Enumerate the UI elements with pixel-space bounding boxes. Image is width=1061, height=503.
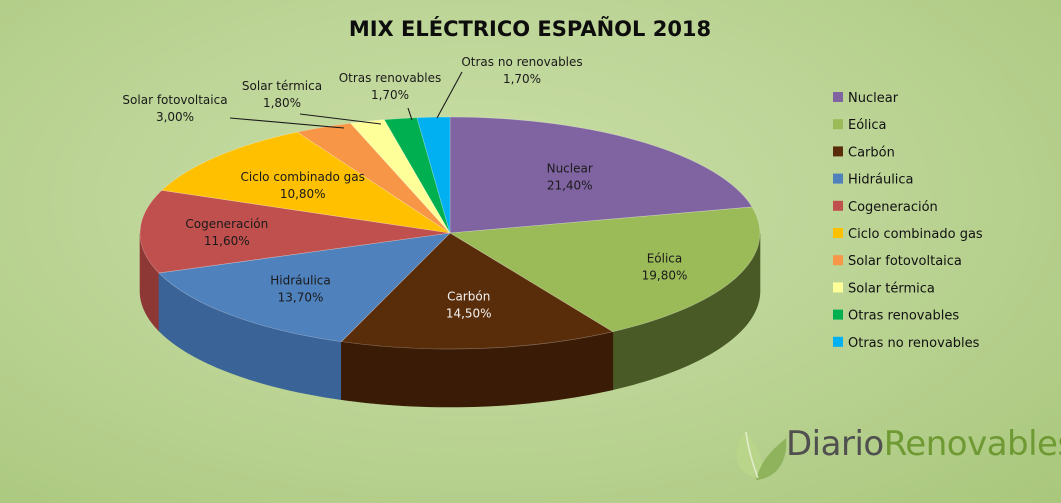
legend-swatch-otras-renovables [833, 309, 843, 320]
legend-swatch-eolica [833, 119, 843, 130]
data-label-cogeneracion-name: Cogeneración [185, 217, 268, 231]
slice-cogeneracion [139, 189, 451, 274]
legend-swatch-cogeneracion [833, 200, 843, 211]
slice-hidraulica [158, 232, 451, 342]
brand-name-part1: Diario [786, 424, 884, 464]
data-label-otras-no-renovables-value: 1,70% [503, 72, 541, 86]
data-label-hidraulica-name: Hidráulica [270, 274, 331, 288]
slice-carbon [340, 232, 614, 350]
data-label-hidraulica-value: 13,70% [278, 291, 324, 305]
slice-nuclear [449, 116, 753, 234]
leader-lines [229, 71, 463, 129]
legend-item-cogeneracion: Cogeneración [833, 200, 938, 215]
slice-eolica [449, 206, 761, 333]
pie-slices [139, 116, 761, 350]
data-label-carbon-name: Carbón [447, 290, 490, 304]
data-label-solar-fotovoltaica-name: Solar fotovoltaica [122, 93, 227, 107]
data-label-eolica-name: Eólica [647, 252, 683, 266]
legend-label-carbon: Carbón [848, 145, 895, 160]
data-label-otras-no-renovables-name: Otras no renovables [461, 55, 582, 69]
legend-item-eolica: Eólica [833, 118, 887, 133]
legend-item-ciclo-combinado-gas: Ciclo combinado gas [833, 227, 983, 242]
data-label-carbon-value: 14,50% [446, 307, 492, 321]
data-label-otras-renovables-value: 1,70% [371, 88, 409, 102]
data-label-solar-fotovoltaica-value: 3,00% [156, 110, 194, 124]
data-label-nuclear-value: 21,40% [547, 179, 593, 193]
pie-sides [139, 232, 761, 408]
legend-swatch-nuclear [833, 92, 843, 102]
leader-line-solar-fotovoltaica [229, 117, 345, 129]
legend-label-hidraulica: Hidráulica [848, 173, 914, 188]
leaf-icon [736, 430, 787, 480]
data-label-solar-termica-value: 1,80% [263, 96, 301, 110]
legend-item-hidraulica: Hidráulica [833, 173, 914, 188]
legend-item-solar-termica: Solar térmica [833, 281, 935, 296]
legend-swatch-otras-no-renovables [833, 336, 843, 347]
legend-swatch-solar-termica [833, 282, 843, 293]
brand-logo: DiarioRenovables [728, 416, 1061, 488]
slice-otras-no-renovables [416, 116, 451, 234]
legend-item-solar-fotovoltaica: Solar fotovoltaica [833, 254, 962, 269]
data-labels: Nuclear 21,40% Eólica 19,80% Carbón 14,50% Hid… [122, 55, 687, 321]
brand-name: DiarioRenovables [786, 424, 1061, 464]
data-label-cogeneracion-value: 11,60% [204, 234, 250, 248]
legend-swatch-solar-fotovoltaica [833, 255, 843, 266]
brand-name-part2: Renovables [883, 424, 1061, 464]
slice-solar-termica [349, 119, 451, 234]
legend-label-solar-fotovoltaica: Solar fotovoltaica [848, 254, 962, 269]
data-label-ciclo-combinado-gas-name: Ciclo combinado gas [241, 170, 365, 184]
leader-line-otras-renovables [407, 107, 413, 121]
slice-solar-fotovoltaica [296, 122, 451, 234]
chart-title: MIX ELÉCTRICO ESPAÑOL 2018 [349, 16, 711, 41]
data-label-solar-termica-name: Solar térmica [242, 79, 322, 93]
legend-label-otras-renovables: Otras renovables [848, 309, 959, 324]
slice-otras-renovables [383, 117, 451, 234]
data-label-eolica-value: 19,80% [642, 269, 688, 283]
legend-label-solar-termica: Solar térmica [848, 281, 935, 296]
slice-ciclo-combinado-gas [161, 131, 451, 234]
data-label-nuclear-name: Nuclear [547, 162, 593, 176]
legend-item-nuclear: Nuclear [833, 91, 899, 106]
legend-label-otras-no-renovables: Otras no renovables [848, 336, 980, 351]
legend-swatch-hidraulica [833, 173, 843, 184]
data-label-otras-renovables-name: Otras renovables [339, 71, 442, 85]
legend-label-nuclear: Nuclear [848, 91, 899, 106]
legend-item-otras-no-renovables: Otras no renovables [833, 336, 980, 351]
leader-line-otras-no-renovables [436, 71, 463, 119]
legend-item-carbon: Carbón [833, 145, 895, 160]
legend-swatch-carbon [833, 146, 843, 157]
data-label-ciclo-combinado-gas-value: 10,80% [280, 187, 326, 201]
leader-line-solar-termica [299, 113, 382, 125]
legend-label-eolica: Eólica [848, 118, 887, 133]
legend-swatch-ciclo-combinado-gas [833, 228, 843, 238]
legend-label-cogeneracion: Cogeneración [848, 200, 938, 215]
legend-item-otras-renovables: Otras renovables [833, 309, 959, 324]
legend: Nuclear Eólica Carbón Hidráulica Cogeneració… [833, 91, 983, 351]
legend-label-ciclo-combinado-gas: Ciclo combinado gas [848, 227, 983, 242]
